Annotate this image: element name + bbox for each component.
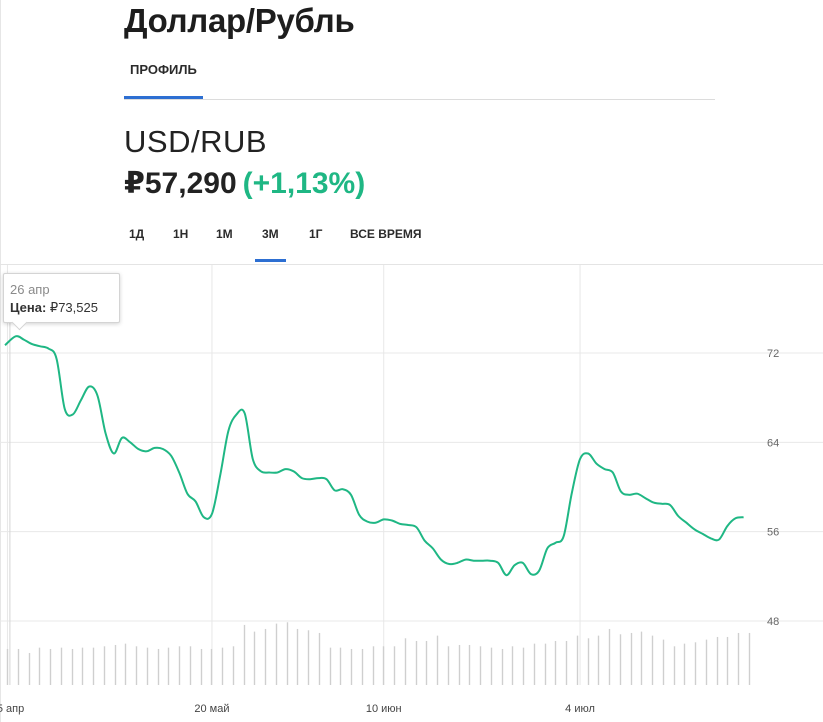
tab-profile[interactable]: ПРОФИЛЬ (124, 60, 203, 99)
price-change: (+1,13%) (242, 167, 366, 200)
range-3m[interactable]: 3М (255, 227, 286, 262)
instrument-symbol: USD/RUB (124, 124, 268, 159)
price-chart[interactable]: 72 64 56 48 25 апр 20 май 10 июн 4 июл (0, 265, 823, 722)
tab-profile-label: ПРОФИЛЬ (130, 62, 197, 77)
range-1m[interactable]: 1М (216, 227, 233, 241)
price-row: ₽57,290 (+1,13%) (124, 166, 365, 201)
x-tick-label: 25 апр (0, 703, 24, 715)
range-1y[interactable]: 1Г (309, 227, 323, 241)
y-tick-label: 56 (767, 527, 779, 539)
y-tick-label: 48 (767, 616, 779, 628)
x-tick-label: 20 май (194, 703, 229, 715)
tooltip-price-value: ₽73,525 (49, 300, 98, 315)
chart-tooltip: 26 апр Цена: ₽73,525 (3, 273, 120, 323)
profile-tabs: ПРОФИЛЬ (124, 60, 715, 100)
page-title: Доллар/Рубль (124, 2, 355, 39)
left-border (0, 0, 1, 722)
y-tick-label: 64 (767, 437, 779, 449)
range-all-time[interactable]: ВСЕ ВРЕМЯ (350, 227, 422, 241)
tooltip-price: Цена: ₽73,525 (10, 300, 98, 316)
range-1d[interactable]: 1Д (129, 227, 145, 241)
range-selector: 1Д 1Н 1М 3М 1Г ВСЕ ВРЕМЯ (0, 220, 823, 265)
x-tick-label: 4 июл (565, 703, 595, 715)
current-price: ₽57,290 (124, 167, 237, 200)
tooltip-price-label: Цена: (10, 300, 47, 315)
price-series-line (4, 335, 744, 577)
y-tick-label: 72 (767, 348, 779, 360)
range-1w[interactable]: 1Н (173, 227, 189, 241)
x-tick-label: 10 июн (366, 703, 402, 715)
tooltip-date: 26 апр (10, 282, 50, 297)
